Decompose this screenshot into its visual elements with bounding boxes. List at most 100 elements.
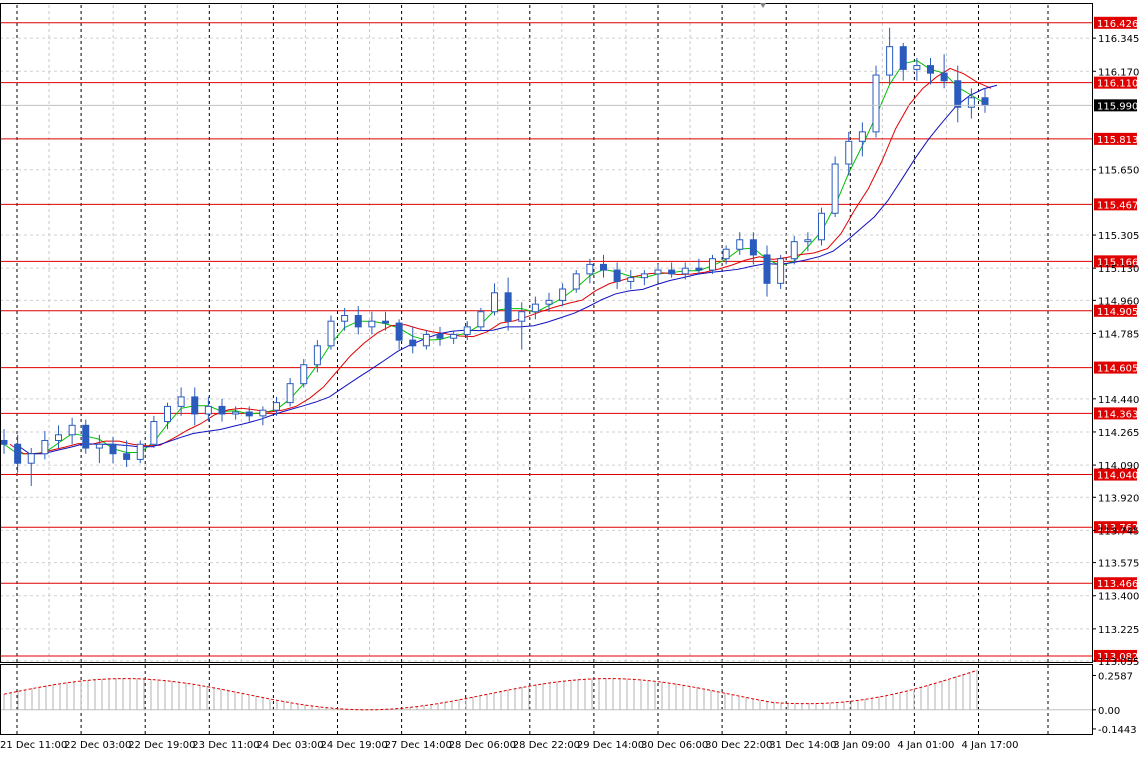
candle-body bbox=[749, 239, 757, 256]
candle-body bbox=[763, 254, 771, 284]
level-label: 114.905 bbox=[1097, 307, 1138, 318]
candle-body bbox=[695, 267, 703, 271]
candle-body bbox=[109, 443, 117, 455]
sub-y-tick-label: 0.2587 bbox=[1098, 671, 1133, 682]
axes: 115.990 bbox=[0, 3, 1138, 735]
y-tick-label: 113.745 bbox=[1098, 526, 1139, 537]
candle-body bbox=[41, 439, 49, 455]
candle-body bbox=[477, 311, 485, 328]
y-tick-label: 115.305 bbox=[1098, 231, 1139, 242]
x-tick-label: 27 Dec 14:00 bbox=[385, 740, 452, 751]
candle-body bbox=[940, 72, 948, 82]
candle-body bbox=[164, 405, 171, 423]
y-tick-label: 116.170 bbox=[1098, 67, 1139, 78]
level-tag bbox=[1094, 198, 1137, 211]
candle-body bbox=[204, 405, 212, 415]
y-tick-label: 114.265 bbox=[1098, 428, 1139, 439]
x-tick-label: 28 Dec 06:00 bbox=[449, 740, 516, 751]
y-tick-label: 114.960 bbox=[1098, 296, 1139, 307]
level-tag bbox=[1094, 468, 1137, 481]
candle-body bbox=[313, 345, 321, 366]
candle-body bbox=[967, 97, 975, 108]
candles bbox=[0, 27, 989, 486]
candle-body bbox=[858, 131, 866, 142]
candle-body bbox=[654, 269, 662, 275]
candle-body bbox=[327, 320, 335, 347]
candle-body bbox=[600, 263, 607, 271]
candle-body bbox=[259, 409, 267, 417]
level-tag bbox=[1094, 649, 1137, 662]
candle-body bbox=[286, 383, 294, 404]
candle-body bbox=[422, 333, 430, 347]
candle-body bbox=[382, 320, 389, 324]
level-label: 113.082 bbox=[1097, 652, 1138, 663]
oscillator-panel bbox=[0, 669, 1092, 711]
sub-y-tick-label: 0.00 bbox=[1098, 706, 1120, 717]
candle-body bbox=[177, 396, 185, 407]
y-tick-label: 113.225 bbox=[1098, 625, 1139, 636]
level-label: 116.110 bbox=[1097, 79, 1138, 90]
candle-body bbox=[245, 411, 253, 417]
level-tag bbox=[1094, 16, 1137, 29]
chart-grid bbox=[0, 5, 1092, 735]
level-label: 114.363 bbox=[1097, 409, 1138, 420]
candle-body bbox=[831, 163, 839, 214]
candle-body bbox=[531, 303, 539, 313]
x-tick-label: 21 Dec 11:00 bbox=[0, 740, 67, 751]
candle-body bbox=[68, 424, 76, 436]
candle-body bbox=[818, 212, 825, 241]
y-tick-label: 113.055 bbox=[1098, 657, 1139, 668]
candle-body bbox=[95, 443, 103, 449]
candle-body bbox=[777, 258, 785, 284]
x-tick-label: 3 Jan 09:00 bbox=[833, 740, 890, 751]
signal-line bbox=[3, 669, 978, 711]
candle-body bbox=[504, 292, 512, 322]
x-tick-label: 24 Dec 19:00 bbox=[321, 740, 388, 751]
candle-body bbox=[790, 241, 798, 260]
candle-body bbox=[450, 333, 458, 339]
level-label: 113.466 bbox=[1097, 579, 1138, 590]
candle-body bbox=[872, 74, 880, 133]
y-tick-label: 115.650 bbox=[1098, 166, 1139, 177]
candle-body bbox=[123, 453, 131, 460]
x-tick-label: 28 Dec 22:00 bbox=[513, 740, 580, 751]
candle-body bbox=[0, 439, 8, 445]
x-tick-label: 30 Dec 06:00 bbox=[641, 740, 708, 751]
candle-body bbox=[913, 65, 921, 70]
level-tag bbox=[1094, 407, 1137, 420]
x-tick-label: 22 Dec 03:00 bbox=[64, 740, 131, 751]
candle-body bbox=[27, 453, 35, 464]
candle-body bbox=[218, 405, 226, 415]
candle-body bbox=[613, 269, 621, 282]
level-label: 115.166 bbox=[1097, 257, 1138, 268]
level-label: 114.605 bbox=[1097, 364, 1138, 375]
level-tag bbox=[1094, 521, 1137, 534]
candle-body bbox=[954, 80, 962, 108]
main-panel-frame bbox=[0, 3, 1093, 663]
horizontal-levels: 116.426 116.110 115.813 115.467 115.166 114.9… bbox=[0, 16, 1138, 663]
level-tag bbox=[1094, 304, 1137, 317]
x-tick-label: 30 Dec 22:00 bbox=[705, 740, 772, 751]
candle-body bbox=[927, 65, 934, 74]
x-tick-label: 24 Dec 03:00 bbox=[256, 740, 323, 751]
ma-slow-line bbox=[15, 84, 998, 455]
level-label: 115.813 bbox=[1097, 135, 1138, 146]
candle-body bbox=[804, 239, 812, 243]
scroll-marker-icon bbox=[760, 3, 766, 8]
candle-body bbox=[191, 396, 199, 415]
y-tick-label: 115.130 bbox=[1098, 264, 1139, 275]
level-label: 113.762 bbox=[1097, 523, 1138, 534]
candle-body bbox=[518, 311, 526, 322]
current-price-label: 115.990 bbox=[1097, 101, 1138, 112]
candle-body bbox=[491, 292, 498, 313]
candle-body bbox=[709, 258, 716, 271]
candle-body bbox=[395, 322, 403, 341]
candle-body bbox=[368, 320, 376, 328]
level-label: 114.040 bbox=[1097, 471, 1138, 482]
candle-body bbox=[899, 46, 907, 70]
candle-body bbox=[136, 443, 144, 460]
candle-body bbox=[722, 248, 730, 260]
y-tick-label: 114.440 bbox=[1098, 395, 1139, 406]
candle-body bbox=[273, 402, 280, 411]
